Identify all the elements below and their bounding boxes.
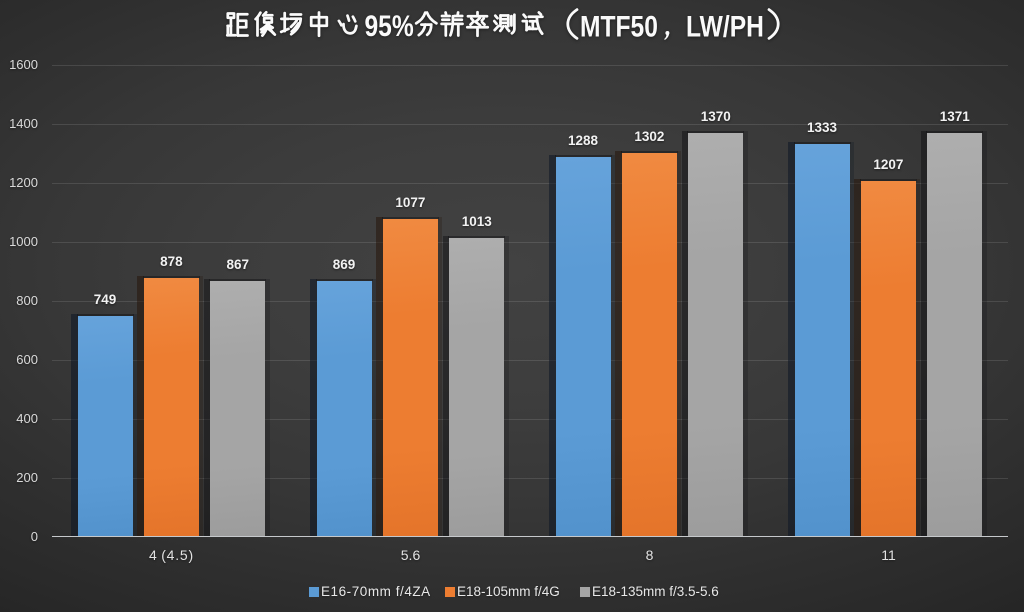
svg-text:MTF50: MTF50 xyxy=(580,9,658,43)
svg-text:LW/PH: LW/PH xyxy=(686,9,764,43)
svg-text:95%: 95% xyxy=(365,9,414,43)
